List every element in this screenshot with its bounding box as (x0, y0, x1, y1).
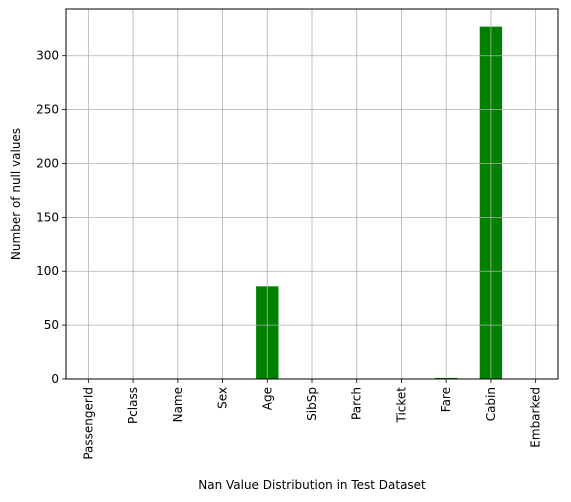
x-tick-label: Parch (350, 387, 364, 420)
x-axis-label: Nan Value Distribution in Test Dataset (198, 478, 426, 492)
x-tick-label: Fare (439, 387, 453, 412)
x-tick-label: Sex (216, 387, 230, 409)
y-tick-label: 150 (36, 210, 59, 224)
x-tick-label: Age (260, 387, 274, 410)
x-tick-label: PassengerId (81, 387, 95, 460)
x-tick-label: Pclass (126, 387, 140, 424)
y-tick-label: 200 (36, 156, 59, 170)
bars (256, 26, 503, 379)
y-tick-label: 250 (36, 103, 59, 117)
y-axis-label: Number of null values (9, 128, 23, 260)
x-tick-label: Ticket (394, 387, 408, 424)
y-tick-label: 0 (51, 372, 59, 386)
y-tick-label: 100 (36, 264, 59, 278)
axis-ticks: 0 50 100 150 200 250 300 PassengerId Pclass Name S… (36, 49, 543, 460)
y-tick-label: 300 (36, 49, 59, 63)
x-tick-label: Cabin (484, 387, 498, 421)
y-tick-label: 50 (44, 318, 59, 332)
grid-lines (66, 9, 558, 380)
x-tick-label: Embarked (529, 387, 543, 448)
x-tick-label: SibSp (305, 387, 319, 421)
x-tick-label: Name (171, 387, 185, 422)
